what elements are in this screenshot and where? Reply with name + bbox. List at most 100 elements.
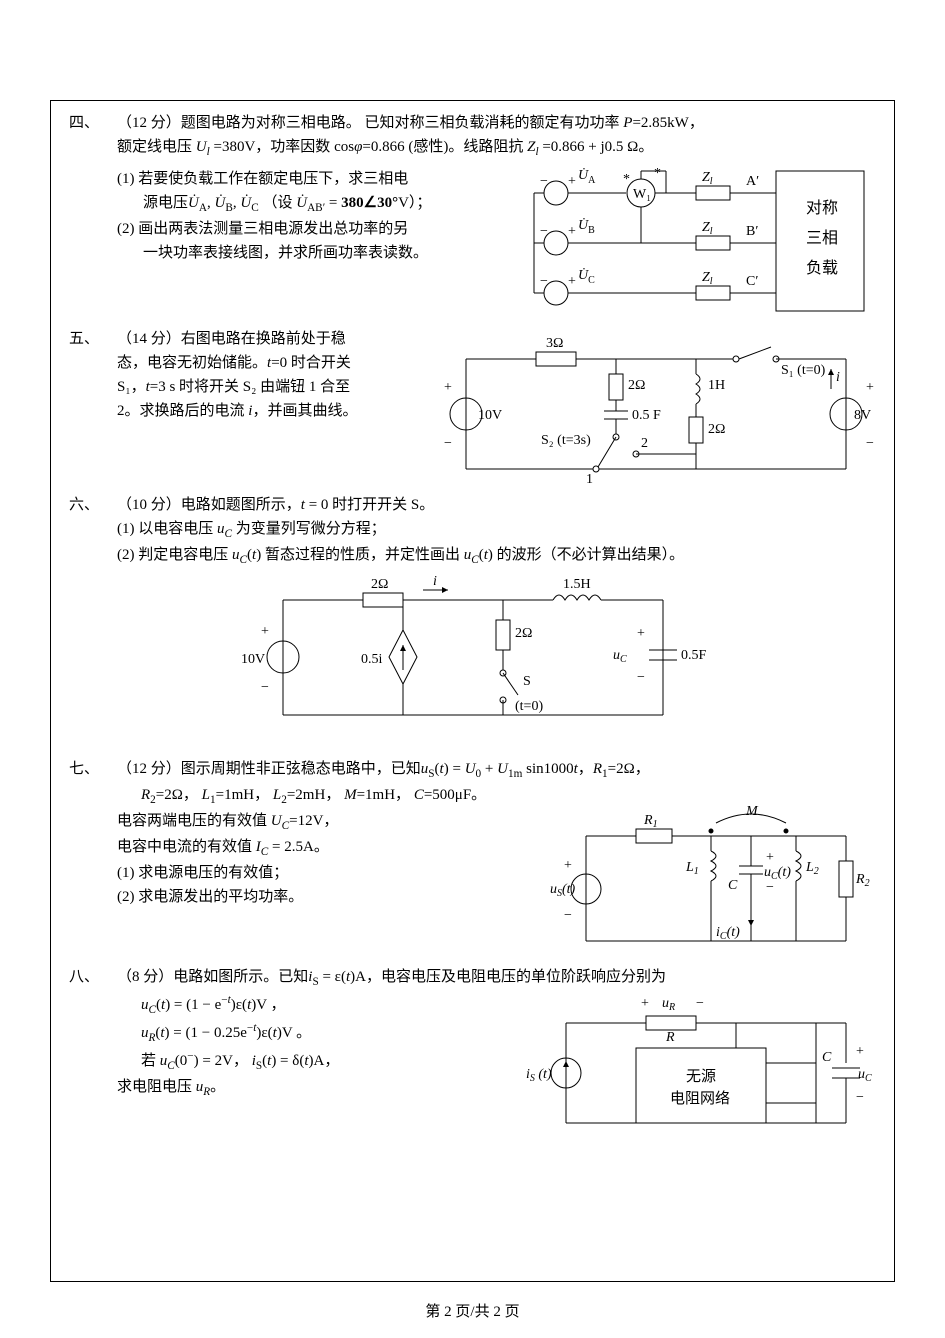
- svg-text:1.5H: 1.5H: [563, 577, 591, 592]
- svg-text:−: −: [564, 908, 572, 923]
- q5-figure: 3Ω S₁ (t=0) + − 10V: [436, 329, 876, 489]
- svg-text:L1: L1: [685, 860, 699, 877]
- q4-line2: 额定线电压 Ul =380V，功率因数 cosφ=0.866 (感性)。线路阻抗…: [117, 135, 876, 161]
- q8-box-1: 无源: [686, 1068, 716, 1085]
- svg-text:−: −: [856, 1090, 864, 1105]
- q4-uc-label: U̇C: [578, 267, 595, 286]
- q6-sub2: (2) 判定电容电压 uC(t) 暂态过程的性质，并定性画出 uC(t) 的波形…: [117, 543, 876, 569]
- svg-text:+: +: [866, 380, 874, 395]
- svg-text:*: *: [623, 172, 630, 187]
- q4-phasors: U̇: [188, 195, 199, 211]
- q4-cos: cosφ=0.866 (感性): [334, 139, 448, 155]
- q4-points: （12 分）: [117, 115, 181, 131]
- svg-text:+: +: [261, 624, 269, 639]
- q7-figure: R1 L1 L2: [556, 811, 876, 961]
- q6-figure: 2Ω i 1.5H + − 10V: [233, 575, 713, 735]
- svg-text:+: +: [856, 1044, 864, 1059]
- svg-text:8V: 8V: [854, 408, 871, 423]
- svg-text:−: −: [444, 436, 452, 451]
- svg-text:1H: 1H: [708, 378, 725, 393]
- q4-number: 四、: [69, 111, 117, 135]
- svg-text:0.5i: 0.5i: [361, 652, 383, 667]
- svg-text:0.5F: 0.5F: [681, 648, 707, 663]
- problem-8: 八、 （8 分）电路如图所示。已知iS = ε(t)A，电容电压及电阻电压的单位…: [69, 965, 876, 1101]
- problem-4: 四、 （12 分）题图电路为对称三相电路。 已知对称三相负载消耗的额定有功功率 …: [69, 111, 876, 265]
- q6-stem: （10 分）电路如题图所示，t = 0 时打开开关 S。: [117, 493, 876, 517]
- svg-text:L2: L2: [805, 860, 819, 877]
- svg-text:uC(t): uC(t): [764, 865, 791, 882]
- q4-text-1: 题图电路为对称三相电路。 已知对称三相负载消耗的额定有功功率: [181, 115, 624, 131]
- svg-text:−: −: [866, 436, 874, 451]
- svg-text:−: −: [696, 996, 704, 1011]
- q4-t2b: ，功率因数: [255, 139, 334, 155]
- q8-number: 八、: [69, 965, 117, 989]
- svg-text:uC: uC: [613, 648, 627, 665]
- q4-load-2: 三相: [806, 229, 838, 247]
- svg-text:2Ω: 2Ω: [708, 422, 725, 437]
- svg-text:uR: uR: [662, 996, 675, 1013]
- svg-text:R: R: [665, 1030, 675, 1045]
- svg-text:Zl: Zl: [702, 170, 713, 187]
- q8-box-2: 电阻网络: [670, 1090, 730, 1107]
- q5-number: 五、: [69, 327, 117, 351]
- svg-text:+: +: [766, 850, 774, 865]
- svg-text:i: i: [433, 574, 437, 589]
- q6-sub1: (1) 以电容电压 uC 为变量列写微分方程；: [117, 517, 876, 543]
- q5-t1: 右图电路在换路前处于稳: [181, 331, 346, 347]
- svg-text:1: 1: [586, 472, 593, 487]
- svg-text:S₂ (t=3s): S₂ (t=3s): [541, 433, 591, 448]
- svg-text:0.5 F: 0.5 F: [632, 408, 661, 423]
- svg-text:+: +: [444, 380, 452, 395]
- svg-text:C: C: [728, 878, 738, 893]
- q4-p-val: =2.85kW: [632, 115, 688, 131]
- q4-t2a: 额定线电压: [117, 139, 196, 155]
- q4-t2c: 。线路阻抗: [448, 139, 527, 155]
- q5-stem: （14 分）右图电路在换路前处于稳: [117, 327, 426, 351]
- problem-7: 七、 （12 分）图示周期性非正弦稳态电路中，已知uS(t) = U0 + U1…: [69, 757, 876, 909]
- page: 四、 （12 分）题图电路为对称三相电路。 已知对称三相负载消耗的额定有功功率 …: [0, 0, 945, 1338]
- q4-ua-label: U̇A: [578, 167, 596, 186]
- svg-text:10V: 10V: [478, 408, 502, 423]
- problem-6: 六、 （10 分）电路如题图所示，t = 0 时打开开关 S。 (1) 以电容电…: [69, 493, 876, 735]
- svg-text:R1: R1: [643, 813, 658, 830]
- svg-text:uC: uC: [858, 1067, 872, 1084]
- q4-stem: （12 分）题图电路为对称三相电路。 已知对称三相负载消耗的额定有功功率 P=2…: [117, 111, 876, 135]
- svg-text:*: *: [654, 166, 661, 181]
- q4-t2d: 。: [638, 139, 653, 155]
- q6-points: （10 分）: [117, 497, 181, 513]
- q8-points: （8 分）: [117, 969, 173, 985]
- svg-text:+: +: [641, 996, 649, 1011]
- svg-text:10V: 10V: [241, 652, 265, 667]
- q7-params: R2=2Ω， L1=1mH， L2=2mH， M=1mH， C=500μF。: [141, 783, 876, 809]
- svg-text:2Ω: 2Ω: [515, 626, 532, 641]
- svg-text:2: 2: [641, 436, 648, 451]
- content-frame: 四、 （12 分）题图电路为对称三相电路。 已知对称三相负载消耗的额定有功功率 …: [50, 100, 895, 1282]
- svg-text:−: −: [540, 274, 548, 289]
- svg-text:−: −: [540, 224, 548, 239]
- svg-text:uS(t): uS(t): [550, 882, 576, 899]
- q4-text-1b: ，: [689, 115, 704, 131]
- q4-load-1: 对称: [806, 199, 838, 217]
- q5-points: （14 分）: [117, 331, 181, 347]
- svg-text:M: M: [745, 804, 759, 819]
- svg-text:−: −: [540, 174, 548, 189]
- svg-text:S: S: [523, 674, 531, 689]
- q4-figure: +− +− +− U̇A U̇B U̇C W₁ * *: [526, 163, 876, 323]
- svg-text:S₁ (t=0): S₁ (t=0): [781, 363, 826, 378]
- q7-points: （12 分）: [117, 761, 181, 777]
- svg-text:+: +: [568, 174, 576, 189]
- svg-text:(t=0): (t=0): [515, 699, 543, 714]
- svg-text:2Ω: 2Ω: [371, 577, 388, 592]
- svg-text:Zl: Zl: [702, 270, 713, 287]
- q4-ub-label: U̇B: [578, 217, 595, 236]
- svg-text:+: +: [568, 224, 576, 239]
- q4-zl: Zl: [527, 139, 538, 155]
- q6-number: 六、: [69, 493, 117, 517]
- page-footer: 第 2 页/共 2 页: [0, 1300, 945, 1324]
- q7-stem: （12 分）图示周期性非正弦稳态电路中，已知uS(t) = U0 + U1m s…: [117, 757, 876, 783]
- q7-number: 七、: [69, 757, 117, 781]
- svg-text:R2: R2: [855, 872, 870, 889]
- svg-text:iC(t): iC(t): [716, 925, 740, 942]
- svg-text:i: i: [836, 370, 840, 385]
- q4-w1-label: W₁: [633, 187, 651, 202]
